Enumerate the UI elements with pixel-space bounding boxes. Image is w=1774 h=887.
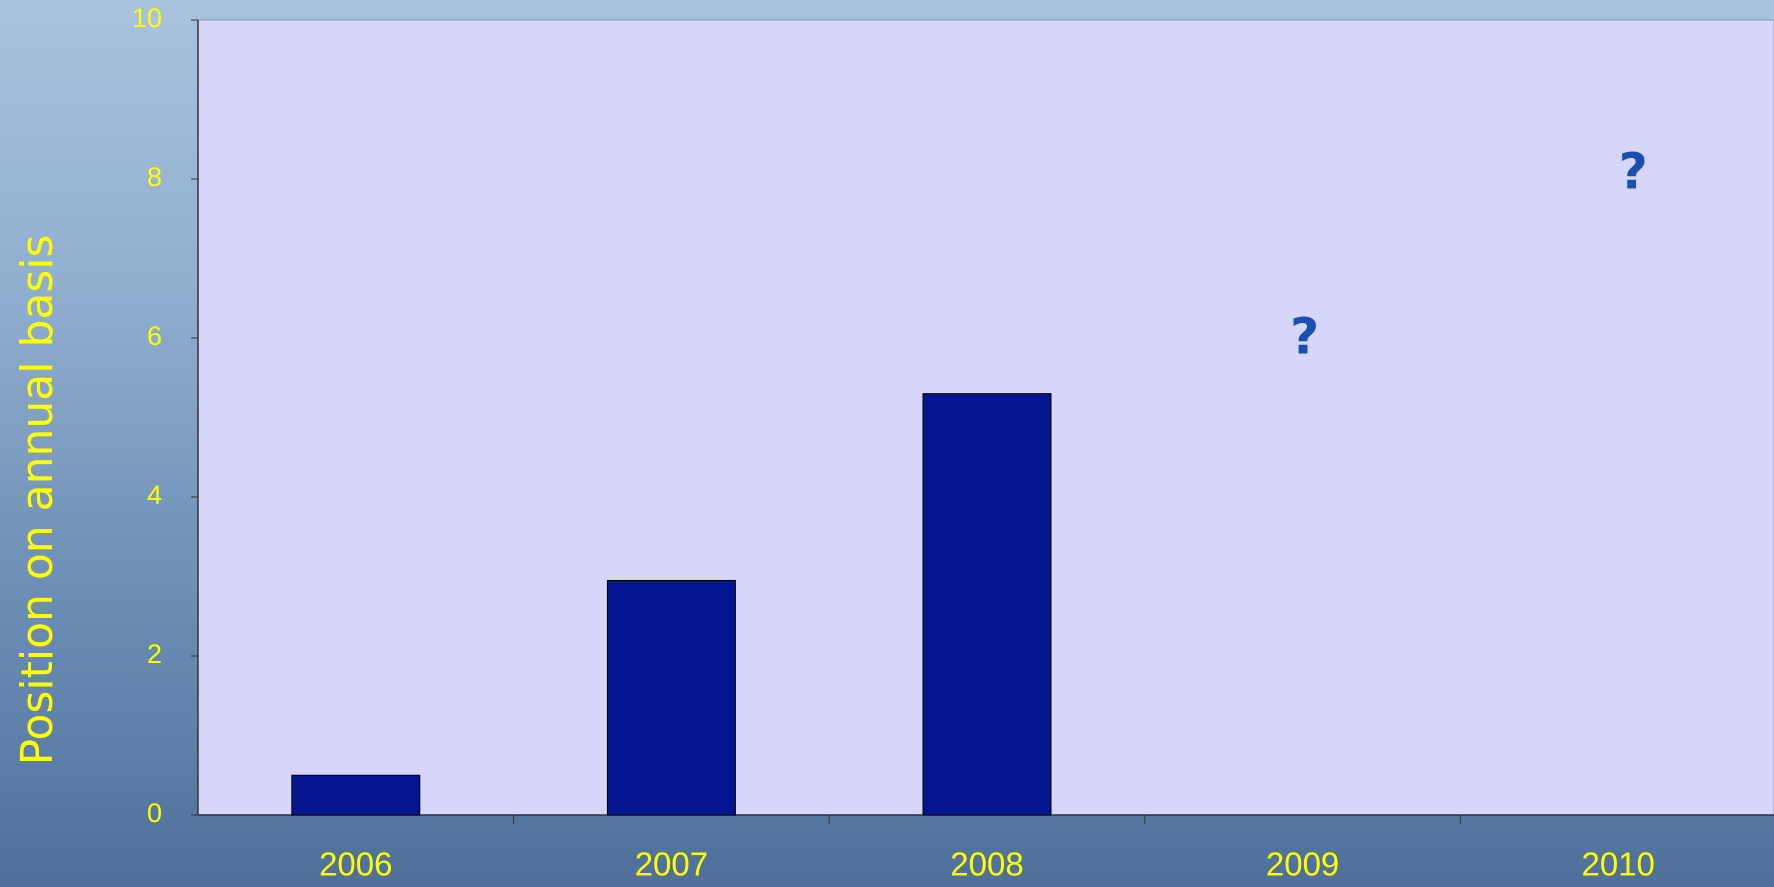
bar xyxy=(606,579,736,816)
y-tick-label: 8 xyxy=(147,162,162,192)
y-tick-label: 6 xyxy=(147,321,162,351)
x-tick-label: 2006 xyxy=(319,846,392,883)
x-tick-label: 2010 xyxy=(1581,846,1654,883)
y-tick-label: 10 xyxy=(132,3,162,33)
annotation: ? xyxy=(1290,308,1319,366)
y-tick-label: 2 xyxy=(147,639,162,669)
y-tick-label: 4 xyxy=(147,480,162,510)
annotation: ? xyxy=(1619,143,1648,201)
y-tick-label: 0 xyxy=(147,798,162,828)
x-tick-label: 2008 xyxy=(950,846,1023,883)
y-axis-label: Position on annual basis xyxy=(12,235,63,766)
x-tick-label: 2007 xyxy=(635,846,708,883)
bar xyxy=(291,774,421,816)
bar xyxy=(922,393,1052,816)
x-tick-label: 2009 xyxy=(1266,846,1339,883)
